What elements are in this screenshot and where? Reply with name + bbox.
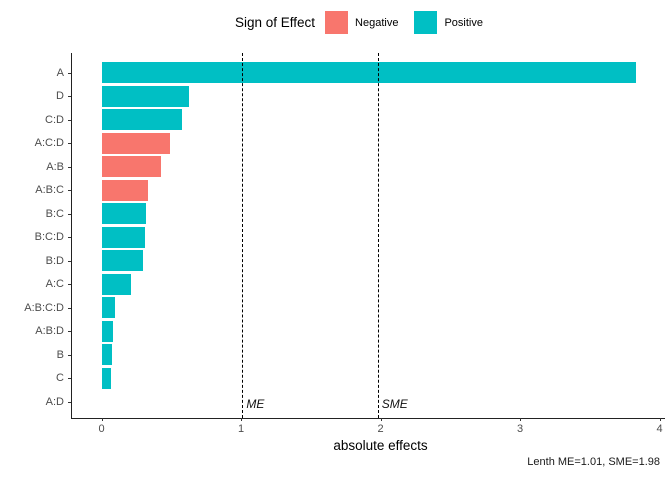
y-tick-a-c [68, 284, 71, 285]
bar-a-c [101, 273, 131, 295]
y-label-a-b: A:B [46, 160, 64, 173]
y-axis-line [71, 53, 72, 418]
x-tick-label-4: 4 [656, 423, 663, 435]
bar-c [101, 367, 112, 389]
x-tick-label-0: 0 [98, 423, 105, 435]
x-axis-title: absolute effects [333, 438, 428, 453]
y-tick-a [68, 72, 71, 74]
x-tick-label-3: 3 [516, 423, 524, 435]
y-tick-a-c-d [68, 143, 71, 144]
bar-a-b-d [101, 320, 113, 342]
y-label-a-d: A:D [45, 395, 64, 408]
legend: Sign of Effect Negative Positive [0, 9, 672, 36]
y-label-a-b-c-d: A:B:C:D [24, 301, 64, 314]
bar-a-b [101, 156, 162, 177]
x-tick-3 [520, 418, 521, 421]
reference-line-sme [377, 53, 379, 418]
y-tick-b [68, 354, 71, 356]
legend-items: Negative Positive [325, 11, 499, 34]
bar-a [101, 62, 636, 83]
x-tick-0 [101, 418, 103, 421]
y-label-a-c: A:C [45, 278, 64, 290]
bar-a-c-d [101, 132, 170, 154]
legend-label-negative: Negative [355, 16, 399, 29]
legend-item-positive: Positive [414, 11, 483, 34]
y-label-c-d: C:D [45, 113, 64, 126]
y-tick-b-c [68, 213, 71, 215]
x-tick-4 [659, 418, 661, 421]
x-tick-label-2: 2 [377, 423, 384, 435]
y-tick-a-d [68, 401, 71, 403]
bar-d [101, 85, 190, 107]
bar-b-c-d [101, 226, 145, 248]
y-tick-a-b [68, 166, 71, 168]
bar-b [101, 344, 112, 365]
y-label-a: A [56, 66, 64, 79]
reference-label-me: ME [246, 397, 265, 411]
reference-line-me [242, 53, 244, 418]
bar-c-d [101, 109, 183, 130]
x-axis-line [71, 418, 665, 419]
y-label-b-d: B:D [45, 254, 64, 267]
x-tick-2 [380, 418, 382, 421]
y-tick-a-b-d [68, 331, 71, 332]
bar-b-c [101, 203, 147, 224]
y-tick-c [68, 378, 71, 379]
bar-a-b-c-d [101, 297, 116, 318]
legend-swatch-positive [414, 11, 438, 34]
y-tick-d [68, 96, 71, 97]
reference-label-sme: SME [381, 397, 408, 411]
y-tick-c-d [68, 119, 71, 121]
legend-label-positive: Positive [444, 16, 483, 29]
y-tick-a-b-c-d [68, 307, 71, 309]
y-label-a-c-d: A:C:D [34, 137, 64, 149]
legend-swatch-negative [325, 11, 349, 34]
x-tick-1 [241, 418, 242, 421]
y-label-c: C [56, 372, 64, 384]
y-label-a-b-c: A:B:C [35, 184, 64, 196]
legend-title: Sign of Effect [234, 15, 316, 30]
legend-item-negative: Negative [325, 11, 398, 34]
bar-b-d [101, 250, 144, 271]
y-tick-a-b-c [68, 190, 71, 191]
bar-a-b-c [101, 179, 148, 201]
caption: Lenth ME=1.01, SME=1.98 [527, 456, 660, 468]
y-label-d: D [56, 90, 64, 102]
y-tick-b-c-d [68, 237, 71, 238]
x-tick-label-1: 1 [237, 423, 245, 435]
y-label-b: B [56, 348, 64, 361]
y-label-b-c-d: B:C:D [34, 231, 64, 243]
y-label-a-b-d: A:B:D [35, 325, 64, 337]
y-tick-b-d [68, 260, 71, 262]
y-label-b-c: B:C [45, 207, 64, 220]
